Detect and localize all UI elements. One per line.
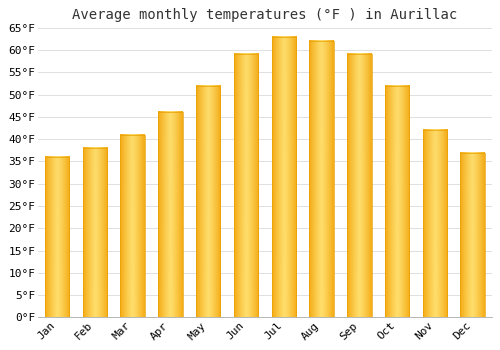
Bar bbox=[82, 148, 107, 317]
Bar bbox=[422, 130, 448, 317]
Bar bbox=[310, 41, 334, 317]
Bar bbox=[120, 135, 145, 317]
Bar bbox=[44, 157, 70, 317]
Bar bbox=[158, 112, 182, 317]
Bar bbox=[272, 37, 296, 317]
Bar bbox=[460, 153, 485, 317]
Bar bbox=[196, 86, 220, 317]
Bar bbox=[234, 54, 258, 317]
Bar bbox=[347, 54, 372, 317]
Bar bbox=[385, 86, 409, 317]
Title: Average monthly temperatures (°F ) in Aurillac: Average monthly temperatures (°F ) in Au… bbox=[72, 8, 458, 22]
